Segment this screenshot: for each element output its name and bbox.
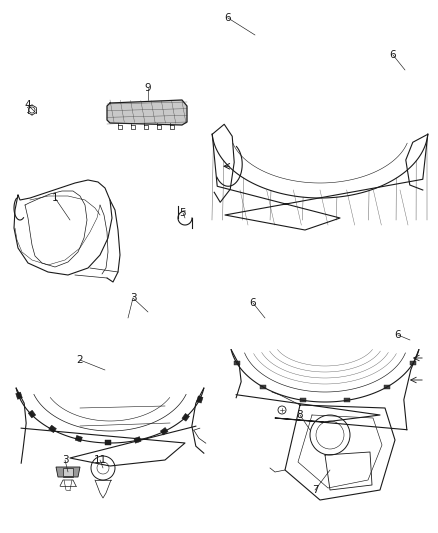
Bar: [160, 427, 168, 435]
Bar: [196, 396, 203, 403]
Bar: [385, 385, 390, 389]
Bar: [344, 398, 350, 402]
Bar: [63, 468, 73, 476]
Text: 1: 1: [52, 193, 58, 203]
Text: 7: 7: [312, 485, 318, 495]
Text: 6: 6: [250, 298, 256, 308]
Text: 11: 11: [93, 455, 106, 465]
Bar: [16, 392, 22, 399]
Bar: [28, 410, 36, 418]
Text: 6: 6: [395, 330, 401, 340]
Polygon shape: [56, 467, 80, 477]
Bar: [134, 437, 141, 443]
Bar: [410, 361, 417, 365]
Text: 3: 3: [62, 455, 68, 465]
Bar: [182, 414, 190, 421]
Text: 9: 9: [145, 83, 151, 93]
Bar: [300, 398, 306, 402]
Text: 6: 6: [390, 50, 396, 60]
Text: 2: 2: [77, 355, 83, 365]
Polygon shape: [107, 100, 187, 125]
Bar: [233, 361, 240, 365]
Bar: [49, 425, 57, 433]
Bar: [105, 440, 111, 445]
Text: 5: 5: [180, 208, 186, 218]
Text: 6: 6: [225, 13, 231, 23]
Text: 4: 4: [25, 100, 31, 110]
Text: 8: 8: [297, 410, 303, 420]
Text: 3: 3: [130, 293, 136, 303]
Bar: [260, 385, 265, 389]
Bar: [75, 435, 82, 442]
